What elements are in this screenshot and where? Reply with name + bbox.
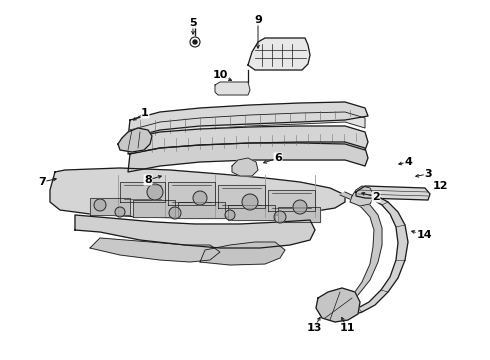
Text: 13: 13 — [306, 323, 322, 333]
Text: 12: 12 — [432, 181, 448, 191]
Polygon shape — [248, 38, 310, 70]
Text: 3: 3 — [424, 169, 432, 179]
Polygon shape — [340, 188, 408, 316]
Polygon shape — [128, 102, 368, 138]
Polygon shape — [278, 207, 320, 222]
Circle shape — [293, 200, 307, 214]
Circle shape — [242, 194, 258, 210]
Text: 7: 7 — [38, 177, 46, 187]
Circle shape — [190, 37, 200, 47]
Polygon shape — [316, 288, 360, 322]
Text: 1: 1 — [141, 108, 149, 118]
Text: 5: 5 — [189, 18, 197, 28]
Polygon shape — [200, 242, 285, 265]
Circle shape — [94, 199, 106, 211]
Text: 14: 14 — [416, 230, 432, 240]
Circle shape — [115, 207, 125, 217]
Polygon shape — [75, 215, 315, 248]
Polygon shape — [128, 126, 368, 154]
Text: 11: 11 — [339, 323, 355, 333]
Polygon shape — [356, 186, 430, 200]
Circle shape — [169, 207, 181, 219]
Polygon shape — [232, 158, 258, 176]
Circle shape — [193, 191, 207, 205]
Text: 8: 8 — [144, 175, 152, 185]
Polygon shape — [333, 192, 382, 310]
Circle shape — [147, 184, 163, 200]
Text: 4: 4 — [404, 157, 412, 167]
Polygon shape — [90, 238, 220, 262]
Polygon shape — [128, 142, 368, 172]
Polygon shape — [118, 128, 152, 152]
Polygon shape — [133, 200, 175, 217]
Polygon shape — [90, 198, 130, 215]
Polygon shape — [120, 182, 165, 202]
Text: 10: 10 — [212, 70, 228, 80]
Polygon shape — [350, 186, 374, 206]
Polygon shape — [215, 82, 250, 95]
Circle shape — [225, 210, 235, 220]
Polygon shape — [128, 112, 365, 142]
Circle shape — [193, 40, 197, 44]
Circle shape — [274, 211, 286, 223]
Polygon shape — [218, 185, 265, 208]
Polygon shape — [228, 205, 275, 220]
Text: 2: 2 — [372, 192, 380, 202]
Polygon shape — [178, 202, 225, 218]
Polygon shape — [50, 168, 345, 218]
Text: 6: 6 — [274, 153, 282, 163]
Polygon shape — [168, 182, 215, 205]
Text: 9: 9 — [254, 15, 262, 25]
Polygon shape — [268, 190, 315, 211]
